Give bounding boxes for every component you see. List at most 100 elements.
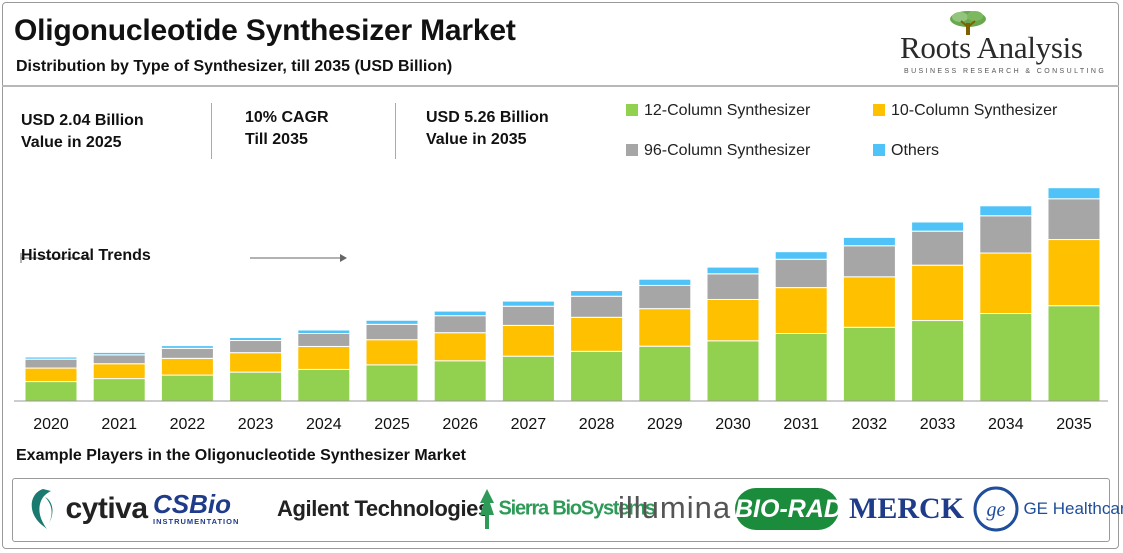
x-tick-label: 2027 xyxy=(511,416,547,433)
bar-2026-12-column xyxy=(433,360,487,402)
bar-2035-96-column xyxy=(1047,198,1101,241)
bar-2020-others xyxy=(24,356,78,360)
bar-2024-12-column xyxy=(297,368,351,402)
x-tick-label: 2026 xyxy=(442,416,478,433)
legend-swatch xyxy=(873,104,885,116)
csbio-subtext: INSTRUMENTATION xyxy=(153,517,240,526)
ge-monogram-icon: ge xyxy=(973,486,1019,532)
bar-2034-12-column xyxy=(979,313,1033,402)
x-tick-label: 2029 xyxy=(647,416,683,433)
bar-2033-96-column xyxy=(911,230,965,266)
bar-2032-10-column xyxy=(842,276,896,328)
merck-logo: MERCK xyxy=(849,492,964,525)
stat-value-2035: USD 5.26 Billion Value in 2035 xyxy=(426,107,549,151)
bar-2028-96-column xyxy=(570,295,624,318)
legend-item-10-column: 10-Column Synthesizer xyxy=(873,102,1057,120)
bar-2031-others xyxy=(774,251,828,260)
biorad-logo: BIO-RAD xyxy=(735,488,842,530)
tree-icon xyxy=(950,11,986,35)
bar-2027-12-column xyxy=(501,355,555,402)
bar-2023-others xyxy=(229,337,283,342)
x-tick-label: 2028 xyxy=(579,416,615,433)
bar-2026-others xyxy=(433,310,487,317)
bar-2021-others xyxy=(92,351,146,356)
bar-2023-10-column xyxy=(229,352,283,373)
csbio-logo: CSBio INSTRUMENTATION xyxy=(153,491,239,526)
stat-value-2025: USD 2.04 Billion Value in 2025 xyxy=(21,110,144,154)
legend-label: 96-Column Synthesizer xyxy=(644,142,811,159)
bar-2030-96-column xyxy=(706,273,760,300)
historical-trends-arrow xyxy=(20,253,347,263)
legend-swatch xyxy=(873,144,885,156)
bar-2023-96-column xyxy=(229,340,283,354)
x-tick-label: 2033 xyxy=(920,416,956,433)
bar-2022-others xyxy=(160,345,214,349)
bar-2032-12-column xyxy=(842,326,896,402)
bar-2027-others xyxy=(501,300,555,307)
bar-2034-96-column xyxy=(979,215,1033,254)
legend-label: 10-Column Synthesizer xyxy=(891,102,1058,119)
csbio-text: CSBio xyxy=(153,489,231,519)
bar-2034-others xyxy=(979,205,1033,217)
bar-2033-others xyxy=(911,221,965,232)
bar-2033-10-column xyxy=(911,264,965,322)
stat-line: 10% CAGR xyxy=(245,109,329,126)
bar-2029-12-column xyxy=(638,345,692,402)
bar-2026-96-column xyxy=(433,315,487,334)
bar-2023-12-column xyxy=(229,371,283,402)
brand-name: Roots Analysis xyxy=(900,30,1083,65)
bar-2033-12-column xyxy=(911,320,965,402)
agilent-logo: Agilent Technologies xyxy=(277,496,490,521)
x-tick-label: 2025 xyxy=(374,416,410,433)
x-tick-label: 2035 xyxy=(1056,416,1092,433)
bar-2021-12-column xyxy=(92,378,146,402)
bar-2028-10-column xyxy=(570,316,624,352)
bar-2029-others xyxy=(638,278,692,286)
legend-item-others: Others xyxy=(873,142,939,160)
bar-2025-10-column xyxy=(365,339,419,366)
x-tick-label: 2023 xyxy=(238,416,274,433)
sierra-text: Sierra BioSystems xyxy=(498,497,656,520)
bar-2035-others xyxy=(1047,187,1101,200)
sierra-logo: Sierra BioSystems xyxy=(480,489,656,529)
bar-2034-10-column xyxy=(979,252,1033,315)
x-tick-label: 2021 xyxy=(101,416,137,433)
players-title: Example Players in the Oligonucleotide S… xyxy=(16,447,466,464)
bar-2027-10-column xyxy=(501,324,555,357)
bar-2024-10-column xyxy=(297,345,351,370)
stat-line: Value in 2025 xyxy=(21,134,122,151)
cytiva-text: cytiva xyxy=(65,492,148,525)
bar-2035-12-column xyxy=(1047,305,1101,402)
chart-title: Oligonucleotide Synthesizer Market xyxy=(14,14,516,47)
x-tick-label: 2022 xyxy=(170,416,206,433)
svg-text:ge: ge xyxy=(987,499,1006,521)
bar-2024-96-column xyxy=(297,333,351,347)
legend-swatch xyxy=(626,144,638,156)
bar-2032-others xyxy=(842,236,896,247)
stat-line: Value in 2035 xyxy=(426,131,527,148)
x-tick-label: 2020 xyxy=(33,416,69,433)
legend-label: Others xyxy=(891,142,940,159)
bar-2032-96-column xyxy=(842,245,896,278)
bar-2021-10-column xyxy=(92,363,146,380)
bar-2025-others xyxy=(365,319,419,325)
players-logo-strip: cytiva CSBio INSTRUMENTATION Agilent Tec… xyxy=(12,478,1123,542)
bar-2025-96-column xyxy=(365,323,419,341)
bar-2022-10-column xyxy=(160,357,214,376)
bar-2020-10-column xyxy=(24,367,78,383)
bar-2035-10-column xyxy=(1047,239,1101,307)
illumina-logo: illumina xyxy=(618,490,732,525)
bar-2022-96-column xyxy=(160,347,214,359)
stat-divider xyxy=(395,103,396,159)
cytiva-icon xyxy=(31,489,53,529)
ge-text: GE Healthcare xyxy=(1023,499,1123,518)
bar-2029-10-column xyxy=(638,308,692,347)
bar-2030-others xyxy=(706,266,760,275)
bar-2027-96-column xyxy=(501,305,555,326)
bar-2020-96-column xyxy=(24,358,78,369)
bar-2029-96-column xyxy=(638,284,692,310)
stat-cagr: 10% CAGR Till 2035 xyxy=(245,107,329,151)
chart-subtitle: Distribution by Type of Synthesizer, til… xyxy=(16,58,453,75)
stat-line: USD 2.04 Billion xyxy=(21,112,144,129)
